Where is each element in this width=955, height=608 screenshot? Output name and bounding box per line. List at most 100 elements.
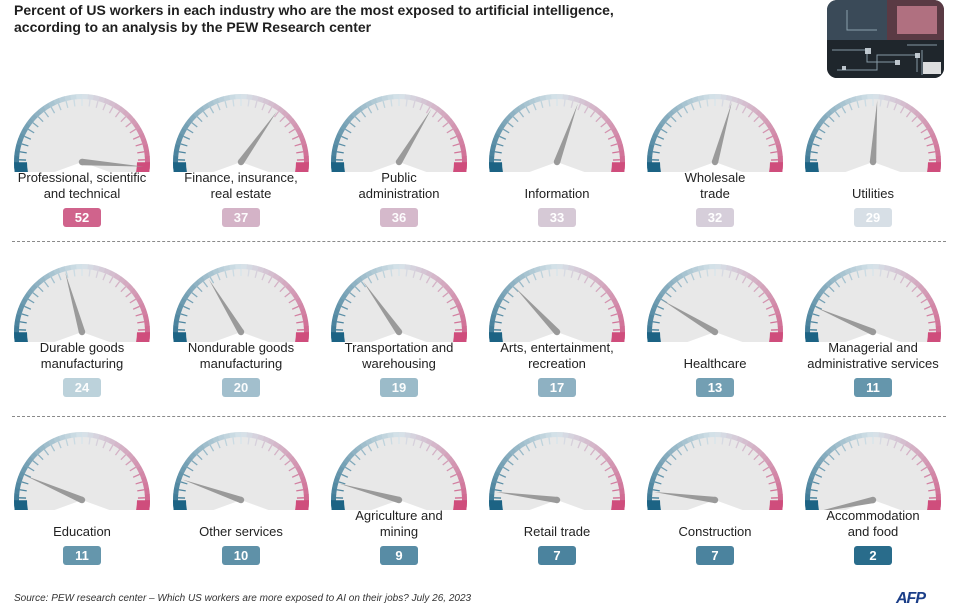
gauge-dial bbox=[329, 92, 469, 172]
gauge-scale-band bbox=[173, 494, 178, 500]
gauge-tick bbox=[707, 438, 708, 445]
gauge-dial bbox=[803, 430, 943, 510]
chart-title-line-2: according to an analysis by the PEW Rese… bbox=[14, 19, 794, 36]
gauge-dial bbox=[645, 430, 785, 510]
gauge-needle-hub bbox=[238, 497, 244, 503]
gauge-scale-band bbox=[462, 494, 467, 500]
gauge-scale-band bbox=[557, 264, 563, 269]
gauge-tick bbox=[233, 438, 234, 445]
value-badge: 19 bbox=[380, 378, 418, 397]
gauge-tick bbox=[722, 100, 723, 107]
gauge-scale-band bbox=[703, 432, 710, 438]
gauge-scale-band bbox=[936, 494, 941, 500]
gauge-scale-band bbox=[399, 94, 405, 99]
industry-label-line: and technical bbox=[2, 186, 162, 202]
gauge-scale-band bbox=[82, 94, 88, 99]
industry-label-line: Agriculture and bbox=[319, 508, 479, 524]
gauge-scale-band bbox=[620, 326, 625, 332]
industry-label: Education bbox=[2, 524, 162, 540]
gauge-tick bbox=[391, 100, 392, 107]
gauge-tick bbox=[233, 270, 234, 277]
value-badge: 32 bbox=[696, 208, 734, 227]
gauge-tick bbox=[89, 438, 90, 445]
industry-label-line: Durable goods bbox=[2, 340, 162, 356]
gauge-scale-band bbox=[873, 432, 879, 437]
industry-label-line: recreation bbox=[477, 356, 637, 372]
gauge-scale-band bbox=[647, 326, 652, 332]
gauge-scale-band bbox=[873, 264, 879, 269]
gauge-needle-hub bbox=[870, 497, 876, 503]
industry-label-line: Information bbox=[477, 186, 637, 202]
value-badge: 10 bbox=[222, 546, 260, 565]
gauge-scale-band bbox=[867, 94, 873, 99]
gauge-scale-band bbox=[715, 264, 721, 269]
industry-label-line: and food bbox=[793, 524, 953, 540]
gauge-needle-hub bbox=[870, 329, 876, 335]
gauge-scale-band bbox=[489, 494, 494, 500]
gauge-tick bbox=[880, 438, 881, 445]
source-note: Source: PEW research center – Which US w… bbox=[14, 593, 471, 604]
gauge-tick bbox=[549, 270, 550, 277]
gauge-scale-band bbox=[867, 432, 873, 437]
gauge-needle-hub bbox=[712, 159, 718, 165]
gauge-scale-band bbox=[173, 326, 178, 332]
gauge-needle-hub bbox=[554, 497, 560, 503]
gauge-dial bbox=[487, 430, 627, 510]
gauge-needle-hub bbox=[870, 159, 876, 165]
gauge-scale-band bbox=[229, 94, 236, 100]
gauge-tick bbox=[391, 270, 392, 277]
industry-label-line: Public bbox=[319, 170, 479, 186]
gauge-scale-band bbox=[861, 432, 868, 438]
industry-label-line: Managerial and bbox=[793, 340, 953, 356]
gauge-scale-band bbox=[545, 264, 552, 270]
gauge-scale-band bbox=[805, 156, 810, 162]
gauge-scale-band bbox=[235, 94, 241, 99]
gauge-tick bbox=[865, 100, 866, 107]
gauge-needle-hub bbox=[79, 497, 85, 503]
gauge-scale-band bbox=[462, 326, 467, 332]
gauge-dial bbox=[171, 92, 311, 172]
value-badge: 33 bbox=[538, 208, 576, 227]
industry-label-line: manufacturing bbox=[161, 356, 321, 372]
gauge-dial bbox=[329, 262, 469, 342]
gauge-scale-band bbox=[462, 156, 467, 162]
gauge-tick bbox=[248, 100, 249, 107]
gauge-needle-hub bbox=[554, 329, 560, 335]
row-divider-1 bbox=[12, 241, 946, 242]
gauge-scale-band bbox=[861, 264, 868, 270]
gauge-tick bbox=[564, 270, 565, 277]
gauge-needle-hub bbox=[712, 329, 718, 335]
industry-label-line: trade bbox=[635, 186, 795, 202]
gauge-tick bbox=[722, 438, 723, 445]
gauge-dial bbox=[171, 262, 311, 342]
gauge-needle-hub bbox=[396, 329, 402, 335]
gauge-scale-band bbox=[331, 326, 336, 332]
gauge-scale-band bbox=[82, 264, 88, 269]
industry-label: Construction bbox=[635, 524, 795, 540]
gauge-scale-band bbox=[557, 432, 563, 437]
industry-label-line: Healthcare bbox=[635, 356, 795, 372]
industry-label-line: Nondurable goods bbox=[161, 340, 321, 356]
industry-label: Information bbox=[477, 186, 637, 202]
gauge-needle-hub bbox=[79, 329, 85, 335]
gauge-scale-band bbox=[76, 432, 82, 437]
value-badge: 7 bbox=[538, 546, 576, 565]
value-badge: 52 bbox=[63, 208, 101, 227]
gauge-scale-band bbox=[715, 94, 721, 99]
gauge-scale-band bbox=[229, 264, 236, 270]
ai-circuit-photo bbox=[827, 0, 944, 78]
gauge-scale-band bbox=[703, 94, 710, 100]
gauge-tick bbox=[233, 100, 234, 107]
gauge-dial bbox=[803, 92, 943, 172]
industry-label-line: Wholesale bbox=[635, 170, 795, 186]
gauge-tick bbox=[564, 438, 565, 445]
gauge-scale-band bbox=[619, 488, 625, 495]
gauge-scale-band bbox=[393, 94, 399, 99]
